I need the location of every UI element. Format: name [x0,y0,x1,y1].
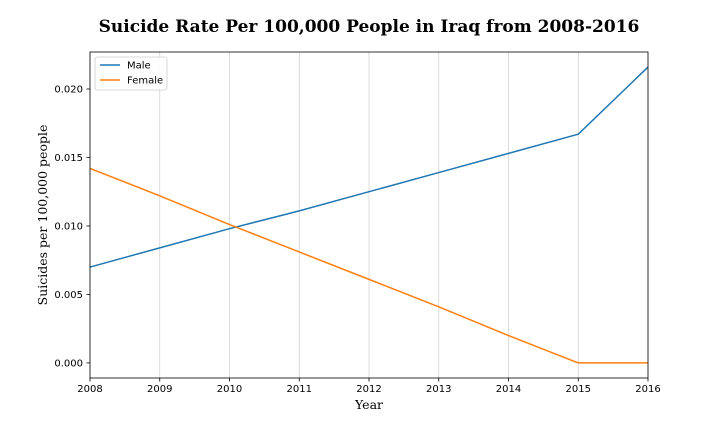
y-axis-label: Suicides per 100,000 people [35,125,50,306]
x-tick-label: 2013 [426,384,451,395]
legend-label-male: Male [127,61,151,72]
y-tick-label: 0.005 [54,290,83,301]
x-tick-label: 2011 [287,384,312,395]
series-line-male [89,66,649,268]
x-tick-label: 2012 [356,384,381,395]
y-tick-label: 0.010 [54,221,83,232]
y-axis-ticks: 0.000 0.005 0.010 0.015 0.020 [54,84,90,369]
x-axis-label: Year [354,397,383,412]
x-tick-label: 2015 [566,384,591,395]
y-tick-label: 0.020 [54,84,83,95]
grid-lines [89,52,649,378]
x-tick-label: 2010 [217,384,242,395]
series-line-female [89,167,648,364]
y-tick-label: 0.015 [54,153,83,164]
y-tick-label: 0.000 [54,358,83,369]
x-tick-label: 2014 [496,384,521,395]
legend: Male Female [94,56,168,91]
x-tick-label: 2009 [147,384,172,395]
chart-title: Suicide Rate Per 100,000 People in Iraq … [99,17,640,37]
x-tick-label: 2008 [77,384,102,395]
x-axis-ticks: 2008 2009 2010 2011 2012 2013 2014 2015 2016 [77,378,661,395]
series-lines [89,66,649,364]
legend-label-female: Female [127,76,163,87]
x-tick-label: 2016 [635,384,660,395]
